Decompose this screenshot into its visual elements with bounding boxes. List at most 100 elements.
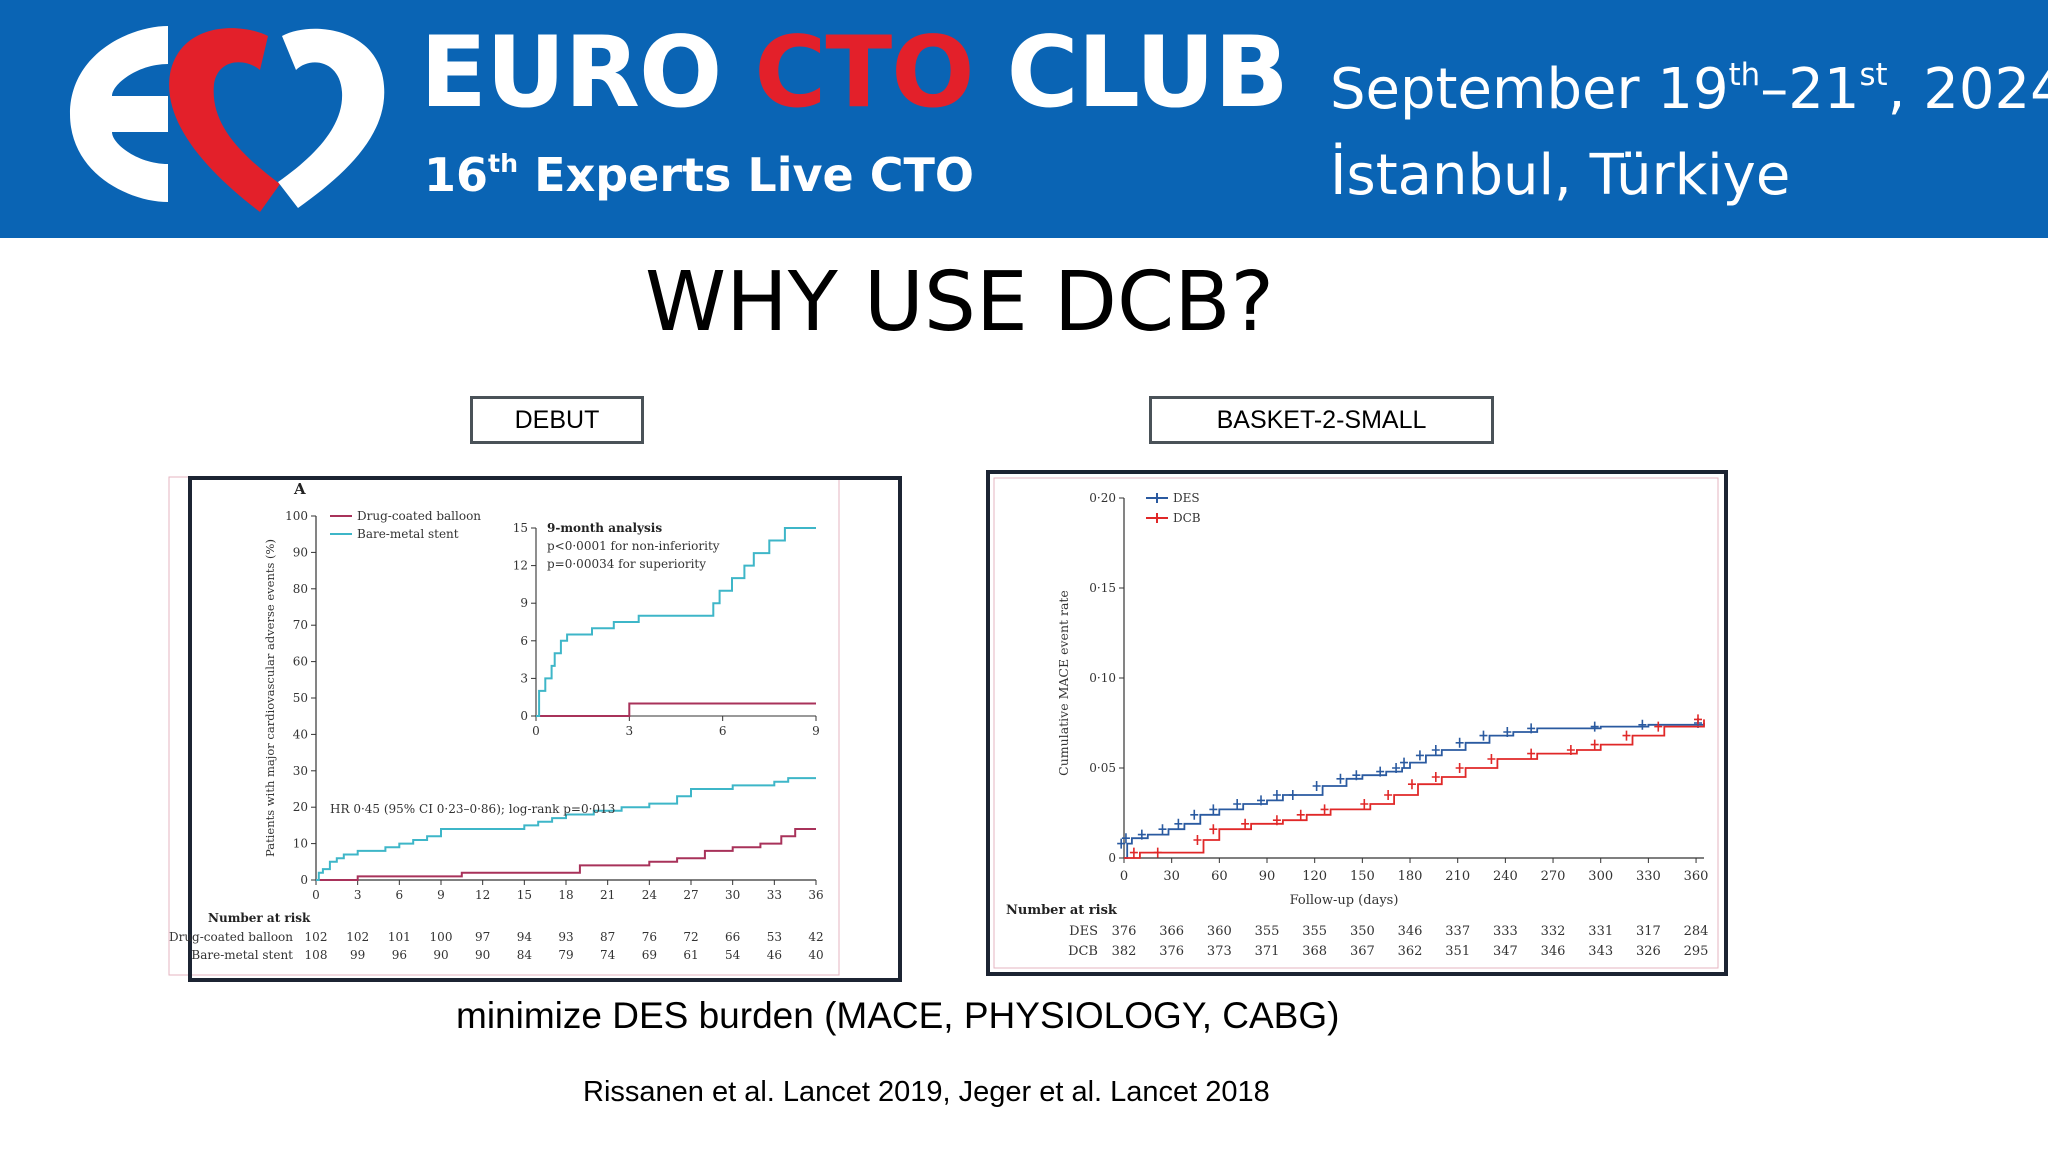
risk-value: 66 <box>725 930 740 944</box>
date-part-c: , 2024 <box>1887 57 2048 122</box>
y-tick-label: 0·15 <box>1089 581 1116 595</box>
risk-value: 87 <box>600 930 615 944</box>
inset-y-tick-label: 0 <box>520 709 528 723</box>
risk-value: 355 <box>1255 924 1280 939</box>
censor-mark-dcb <box>1407 779 1416 790</box>
legend-label: Bare-metal stent <box>357 527 459 541</box>
risk-value: 351 <box>1445 944 1470 959</box>
censor-mark-des <box>1137 829 1146 840</box>
y-tick-label: 50 <box>293 691 308 705</box>
inset-series-line-bms <box>536 527 816 717</box>
censor-mark-dcb <box>1241 818 1250 829</box>
x-tick-label: 270 <box>1541 869 1566 884</box>
x-tick-label: 9 <box>437 888 445 902</box>
risk-value: 382 <box>1112 944 1137 959</box>
x-tick-label: 120 <box>1302 869 1327 884</box>
censor-mark-des <box>1590 721 1599 732</box>
x-tick-label: 27 <box>683 888 698 902</box>
censor-mark-des <box>1121 833 1130 844</box>
risk-value: 79 <box>558 948 573 962</box>
censor-mark-des <box>1455 737 1464 748</box>
heart-logo-icon <box>70 26 385 212</box>
risk-row-label: Bare-metal stent <box>191 948 293 962</box>
censor-mark-des <box>1352 770 1361 781</box>
x-axis-label: Follow-up (days) <box>1290 893 1399 908</box>
conference-subtitle: 16th Experts Live CTO <box>424 149 974 198</box>
risk-value: 94 <box>517 930 533 944</box>
x-tick-label: 15 <box>517 888 532 902</box>
risk-value: 362 <box>1398 944 1423 959</box>
inset-y-tick-label: 12 <box>513 559 528 573</box>
x-tick-label: 0 <box>312 888 320 902</box>
censor-mark-des <box>1190 809 1199 820</box>
risk-value: 376 <box>1159 944 1184 959</box>
x-tick-label: 36 <box>808 888 823 902</box>
brand-club: CLUB <box>1006 16 1289 130</box>
subtitle-number: 16 <box>424 148 489 202</box>
risk-value: 333 <box>1493 924 1518 939</box>
subtitle-ordinal: th <box>488 149 519 179</box>
risk-value: 366 <box>1159 924 1184 939</box>
chart-background <box>986 470 1728 976</box>
y-tick-label: 0 <box>300 873 308 887</box>
risk-value: 284 <box>1684 924 1709 939</box>
inset-x-tick-label: 6 <box>719 724 727 738</box>
chart-border-inner <box>993 477 1719 969</box>
y-tick-label: 0 <box>1108 851 1116 865</box>
brand-euro: EURO <box>420 16 722 130</box>
inset-title: 9-month analysis <box>547 521 662 535</box>
censor-mark-dcb <box>1296 809 1305 820</box>
x-tick-label: 24 <box>642 888 658 902</box>
censor-mark-des <box>1479 730 1488 741</box>
label-debut: DEBUT <box>470 396 644 444</box>
y-tick-label: 100 <box>285 509 308 523</box>
series-line-des <box>1124 723 1705 859</box>
series-line-dcb <box>1124 719 1705 859</box>
hazard-ratio-annotation: HR 0·45 (95% CI 0·23–0·86); log-rank p=0… <box>330 802 615 816</box>
risk-value: 102 <box>346 930 369 944</box>
risk-row-label: Drug-coated balloon <box>169 930 293 944</box>
x-tick-label: 330 <box>1636 869 1661 884</box>
y-tick-label: 90 <box>293 545 308 559</box>
risk-value: 40 <box>808 948 823 962</box>
censor-mark-des <box>1392 763 1401 773</box>
censor-mark-dcb <box>1320 804 1329 815</box>
censor-mark-des <box>1257 795 1266 806</box>
subtitle-text: Experts Live CTO <box>534 148 974 202</box>
censor-mark-dcb <box>1527 748 1536 759</box>
risk-value: 295 <box>1684 944 1709 959</box>
risk-value: 74 <box>600 948 616 962</box>
y-tick-label: 20 <box>293 800 308 814</box>
risk-value: 96 <box>392 948 407 962</box>
legend-label: Drug-coated balloon <box>357 509 481 523</box>
risk-value: 373 <box>1207 944 1232 959</box>
risk-value: 84 <box>517 948 533 962</box>
x-tick-label: 6 <box>396 888 404 902</box>
censor-mark-dcb <box>1622 730 1631 741</box>
censor-mark-des <box>1638 719 1647 730</box>
y-tick-label: 0·10 <box>1089 671 1116 685</box>
censor-mark-des <box>1158 824 1167 835</box>
censor-mark-dcb <box>1590 739 1599 750</box>
risk-value: 108 <box>305 948 328 962</box>
risk-value: 343 <box>1588 944 1613 959</box>
censor-mark-des <box>1312 781 1321 791</box>
risk-value: 99 <box>350 948 365 962</box>
reference-citation: Rissanen et al. Lancet 2019, Jeger et al… <box>583 1076 1270 1108</box>
y-tick-label: 60 <box>293 655 308 669</box>
slide-caption: minimize DES burden (MACE, PHYSIOLOGY, C… <box>456 995 1340 1036</box>
inset-x-tick-label: 9 <box>812 724 820 738</box>
risk-value: 331 <box>1588 924 1613 939</box>
risk-value: 100 <box>430 930 453 944</box>
risk-value: 76 <box>642 930 657 944</box>
x-tick-label: 33 <box>767 888 782 902</box>
x-tick-label: 3 <box>354 888 362 902</box>
censor-mark-dcb <box>1153 847 1162 858</box>
legend-label: DCB <box>1173 511 1201 525</box>
series-line-bms <box>316 777 816 881</box>
risk-value: 61 <box>683 948 698 962</box>
censor-mark-dcb <box>1487 754 1496 764</box>
censor-mark-dcb <box>1272 815 1281 826</box>
inset-x-tick-label: 3 <box>626 724 634 738</box>
